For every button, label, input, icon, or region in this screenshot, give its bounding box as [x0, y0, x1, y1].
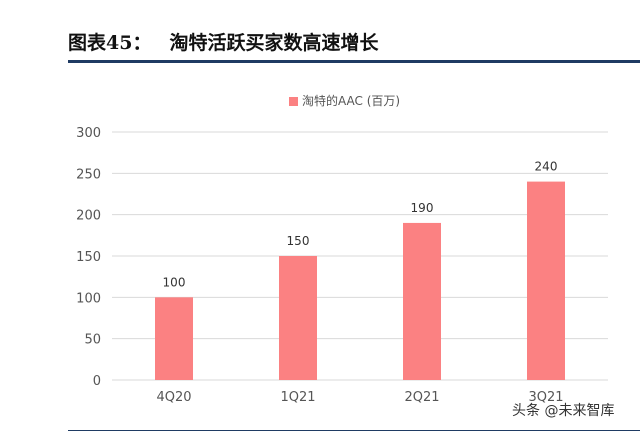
bar: [403, 222, 441, 380]
y-axis-ticks: 0 50 100 150 200 250 300: [76, 126, 101, 389]
bar: [279, 256, 317, 380]
y-tick-label: 100: [76, 291, 101, 306]
data-label: 100: [163, 275, 186, 289]
y-tick-label: 0: [93, 374, 101, 389]
legend: 淘特的AAC (百万): [289, 93, 400, 108]
x-tick-label: 1Q21: [280, 390, 315, 405]
x-tick-label: 3Q21: [528, 390, 563, 405]
x-tick-label: 4Q20: [156, 390, 191, 405]
data-label: 150: [287, 234, 310, 248]
x-axis-ticks: 4Q20 1Q21 2Q21 3Q21: [156, 390, 563, 405]
data-labels: 100 150 190 240: [163, 160, 558, 290]
data-label: 240: [535, 160, 558, 174]
watermark: 头条 @未来智库: [512, 403, 615, 419]
y-tick-label: 200: [76, 209, 101, 224]
y-tick-label: 150: [76, 250, 101, 265]
header-rule: [68, 60, 640, 63]
y-tick-label: 50: [84, 333, 101, 348]
footer-rule: [68, 430, 640, 431]
bars: [155, 181, 565, 380]
figure-header: 图表45： 淘特活跃买家数高速增长: [68, 28, 378, 55]
bar: [155, 297, 193, 380]
legend-swatch: [289, 97, 298, 106]
y-tick-label: 300: [76, 126, 101, 141]
figure-label: 图表45：: [68, 32, 152, 54]
y-tick-label: 250: [76, 167, 101, 182]
data-label: 190: [411, 201, 434, 215]
figure-title: 淘特活跃买家数高速增长: [169, 32, 379, 54]
gridlines: [112, 131, 608, 381]
legend-label: 淘特的AAC (百万): [302, 93, 400, 108]
x-tick-label: 2Q21: [404, 390, 439, 405]
bar: [527, 181, 565, 380]
